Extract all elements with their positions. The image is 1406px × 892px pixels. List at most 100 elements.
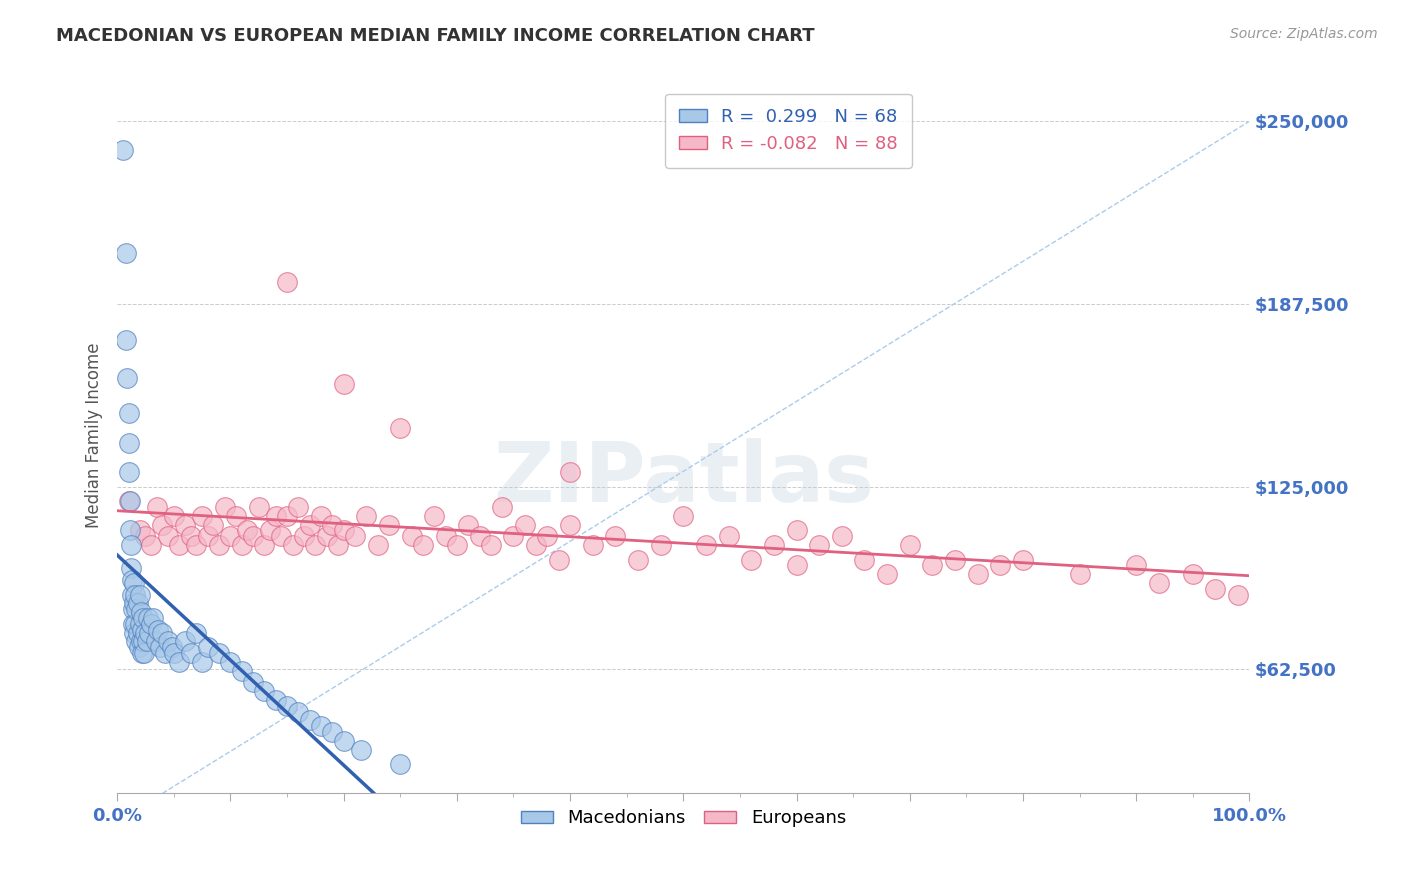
Point: [966, 567, 988, 582]
Point: [208, 646, 231, 660]
Point: [558, 517, 581, 532]
Point: [315, 529, 337, 543]
Point: [180, 529, 202, 543]
Point: [524, 538, 547, 552]
Point: [128, 588, 150, 602]
Point: [134, 529, 156, 543]
Point: [605, 529, 627, 543]
Point: [309, 508, 332, 523]
Point: [231, 538, 253, 552]
Point: [186, 538, 208, 552]
Point: [309, 719, 332, 733]
Point: [292, 529, 315, 543]
Point: [225, 508, 247, 523]
Point: [121, 588, 143, 602]
Point: [276, 275, 298, 289]
Point: [118, 524, 141, 538]
Point: [298, 714, 321, 728]
Point: [152, 517, 174, 532]
Point: [270, 529, 292, 543]
Point: [122, 616, 145, 631]
Point: [129, 634, 152, 648]
Point: [412, 538, 434, 552]
Point: [389, 757, 412, 772]
Point: [287, 705, 309, 719]
Point: [281, 538, 304, 552]
Point: [304, 538, 326, 552]
Point: [1181, 567, 1204, 582]
Text: MACEDONIAN VS EUROPEAN MEDIAN FAMILY INCOME CORRELATION CHART: MACEDONIAN VS EUROPEAN MEDIAN FAMILY INC…: [56, 27, 815, 45]
Point: [876, 567, 898, 582]
Point: [853, 552, 876, 566]
Point: [672, 508, 695, 523]
Point: [247, 500, 270, 514]
Point: [468, 529, 491, 543]
Point: [231, 664, 253, 678]
Point: [122, 625, 145, 640]
Point: [136, 611, 159, 625]
Point: [127, 596, 149, 610]
Point: [253, 538, 276, 552]
Point: [208, 538, 231, 552]
Point: [276, 508, 298, 523]
Point: [141, 616, 163, 631]
Point: [898, 538, 921, 552]
Point: [132, 611, 155, 625]
Point: [831, 529, 853, 543]
Point: [117, 494, 139, 508]
Point: [264, 508, 287, 523]
Legend: Macedonians, Europeans: Macedonians, Europeans: [513, 802, 853, 834]
Point: [141, 538, 163, 552]
Point: [264, 693, 287, 707]
Point: [174, 517, 197, 532]
Y-axis label: Median Family Income: Median Family Income: [86, 343, 103, 528]
Point: [125, 634, 148, 648]
Point: [120, 561, 142, 575]
Text: Source: ZipAtlas.com: Source: ZipAtlas.com: [1230, 27, 1378, 41]
Point: [146, 500, 169, 514]
Point: [650, 538, 672, 552]
Point: [132, 634, 155, 648]
Point: [117, 435, 139, 450]
Point: [253, 684, 276, 698]
Point: [191, 655, 214, 669]
Point: [332, 733, 354, 747]
Point: [943, 552, 966, 566]
Point: [135, 634, 157, 648]
Point: [491, 500, 513, 514]
Point: [169, 655, 191, 669]
Point: [174, 634, 197, 648]
Point: [1227, 588, 1250, 602]
Point: [536, 529, 558, 543]
Point: [197, 640, 219, 655]
Point: [128, 640, 150, 655]
Point: [321, 517, 343, 532]
Point: [122, 602, 145, 616]
Point: [401, 529, 423, 543]
Point: [111, 144, 134, 158]
Point: [343, 529, 366, 543]
Point: [786, 524, 808, 538]
Point: [180, 646, 202, 660]
Point: [259, 524, 281, 538]
Point: [332, 377, 354, 392]
Point: [142, 611, 165, 625]
Point: [627, 552, 650, 566]
Point: [219, 655, 242, 669]
Point: [138, 625, 160, 640]
Point: [332, 524, 354, 538]
Point: [127, 625, 149, 640]
Point: [298, 517, 321, 532]
Point: [236, 524, 259, 538]
Point: [149, 640, 172, 655]
Point: [160, 640, 183, 655]
Point: [356, 508, 378, 523]
Point: [131, 623, 153, 637]
Point: [921, 558, 943, 573]
Point: [145, 634, 167, 648]
Point: [117, 371, 139, 385]
Point: [124, 588, 146, 602]
Point: [558, 465, 581, 479]
Point: [717, 529, 740, 543]
Point: [389, 421, 412, 435]
